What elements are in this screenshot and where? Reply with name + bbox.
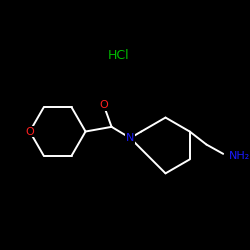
- Text: O: O: [26, 126, 34, 136]
- Text: NH₂: NH₂: [229, 151, 250, 161]
- Text: N: N: [126, 133, 134, 143]
- Text: O: O: [100, 100, 108, 110]
- Text: HCl: HCl: [108, 49, 130, 62]
- Text: N: N: [126, 133, 134, 143]
